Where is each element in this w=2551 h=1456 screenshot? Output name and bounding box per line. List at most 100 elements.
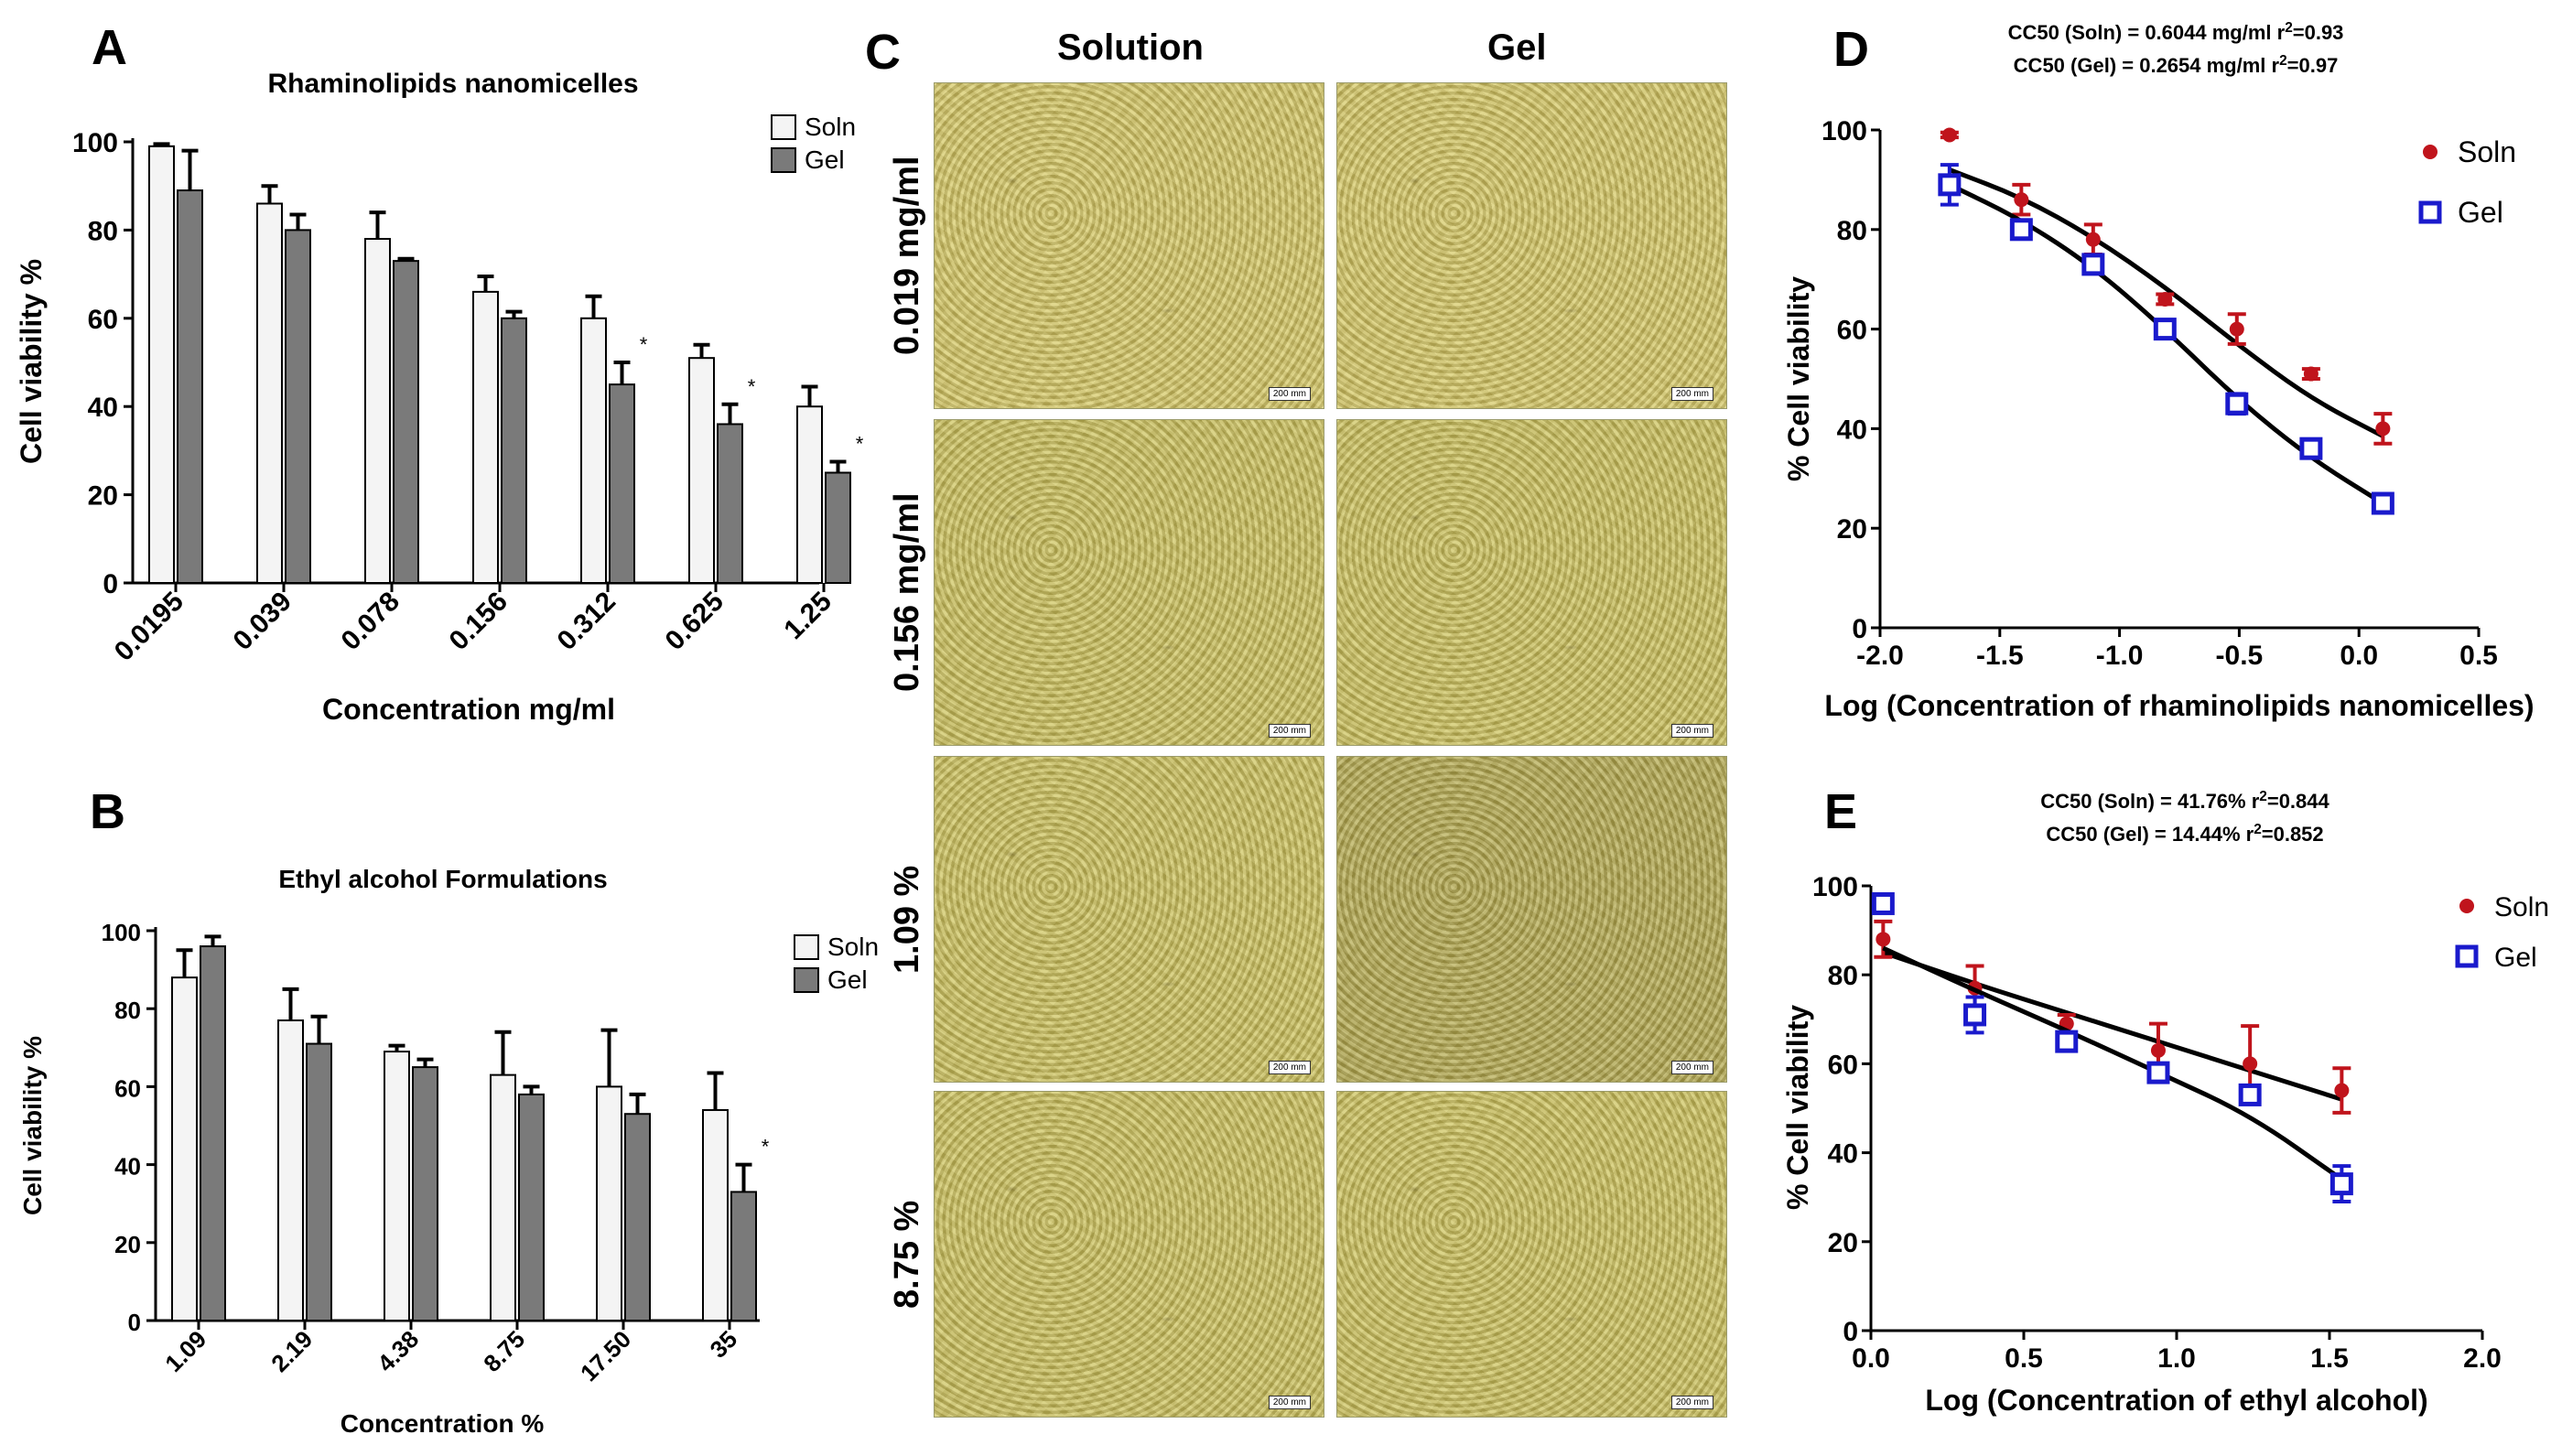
cell-texture [935, 420, 1324, 745]
data-point-gel [2371, 491, 2394, 515]
bar-soln [796, 405, 823, 585]
legend-swatch-soln [794, 934, 819, 960]
legend-swatch-gel [771, 147, 796, 173]
legend-marker-soln [2459, 899, 2474, 913]
y-axis-label: % Cell viability [1782, 276, 1815, 481]
data-point-gel [2299, 437, 2323, 460]
cell-texture [1337, 420, 1726, 745]
x-tick-label: 2.0 [2463, 1343, 2502, 1374]
x-tick-label: 1.5 [2310, 1343, 2349, 1374]
x-tick-label: 0.0 [2340, 641, 2378, 671]
y-tick-label: 0 [1843, 1317, 1858, 1347]
x-tick-label: 0.156 [444, 587, 513, 656]
y-tick-label: 40 [114, 1153, 141, 1181]
y-tick-label: 0 [128, 1309, 141, 1336]
significance-mark: * [762, 1136, 770, 1159]
y-tick-label: 20 [114, 1231, 141, 1258]
legend-swatch-gel [794, 967, 819, 993]
scatter-chart-D: CC50 (Soln) = 0.6044 mg/ml r2=0.93 CC50 (… [1782, 20, 2535, 723]
x-tick-label: 0.5 [2005, 1343, 2043, 1374]
x-tick-label: 35 [705, 1325, 743, 1364]
row-label: 8.75 % [888, 1200, 926, 1309]
bar-soln [384, 1051, 410, 1322]
legend-label-soln: Soln [2494, 892, 2549, 922]
data-point-gel [2238, 1083, 2262, 1106]
bar-chart-B: Ethyl alcohol Formulations 0 20 40 60 80 100 Ce… [18, 865, 879, 1438]
bar-soln [472, 290, 499, 584]
legend-marker-gel [2418, 200, 2442, 224]
data-point-soln [2229, 321, 2244, 337]
y-tick-label: 80 [1828, 961, 1858, 991]
y-tick-label: 80 [88, 216, 118, 246]
x-tick-label: -2.0 [1856, 641, 1904, 671]
micrograph-image: 200 mm [934, 756, 1324, 1083]
x-axis-label: Log (Concentration of rhaminolipids nano… [1824, 689, 2534, 722]
data-point-soln [2334, 1083, 2350, 1098]
x-tick-label: 0.0195 [109, 587, 189, 667]
significance-mark: * [856, 432, 864, 455]
data-point-soln [2375, 421, 2391, 437]
bar-soln [580, 317, 607, 584]
x-axis-label: Concentration mg/ml [322, 693, 615, 726]
data-point-gel [2153, 318, 2177, 341]
x-tick-label: -1.5 [1976, 641, 2024, 671]
data-point-gel [2055, 1030, 2079, 1053]
bar-gel [393, 260, 419, 584]
y-tick-label: 20 [1828, 1228, 1858, 1258]
y-tick-label: 40 [1828, 1139, 1858, 1170]
scatter-chart-E: CC50 (Soln) = 41.76% r2=0.844 CC50 (Gel) … [1781, 789, 2549, 1418]
y-tick-label: 60 [114, 1074, 141, 1102]
y-axis-label: % Cell viability [1781, 1005, 1814, 1210]
bar-soln [148, 145, 175, 584]
x-tick-label: 0.078 [336, 587, 405, 656]
bar-soln [277, 1019, 304, 1321]
y-tick-label: 80 [114, 997, 141, 1024]
x-tick-label: 1.25 [778, 587, 838, 646]
bar-gel [717, 423, 743, 585]
panel-letter-a: A [92, 20, 127, 75]
data-point-soln [2243, 1056, 2258, 1072]
data-point-gel [1871, 891, 1895, 915]
scale-bar: 200 mm [1670, 1061, 1713, 1074]
row-label: 0.019 mg/ml [888, 155, 926, 355]
row-label: 1.09 % [888, 865, 926, 974]
panel-letter-c: C [865, 25, 901, 80]
data-point-gel [1938, 173, 1962, 197]
bar-gel [825, 471, 851, 584]
bar-gel [624, 1113, 651, 1321]
x-tick-label: -1.0 [2096, 641, 2144, 671]
column-header: Gel [1487, 27, 1547, 68]
micrograph-image: 200 mm [1336, 82, 1727, 409]
column-header: Solution [1057, 27, 1204, 68]
legend-marker-gel [2455, 944, 2479, 968]
data-point-soln [1875, 932, 1891, 947]
data-point-soln [2157, 291, 2173, 307]
legend-label-gel: Gel [2494, 943, 2537, 973]
data-point-soln [2303, 366, 2319, 382]
bar-soln [688, 357, 715, 584]
legend-swatch-soln [771, 114, 796, 140]
data-point-soln [2150, 1042, 2166, 1058]
data-point-gel [2009, 218, 2033, 242]
legend-label-soln: Soln [2458, 135, 2516, 168]
cell-texture [935, 83, 1324, 408]
x-tick-label: 2.19 [265, 1325, 318, 1377]
bar-soln [596, 1085, 622, 1322]
cell-texture [1337, 757, 1726, 1082]
x-tick-label: 0.0 [1852, 1343, 1890, 1374]
cell-texture [1337, 1092, 1726, 1417]
cc50-annotation: CC50 (Soln) = 41.76% r2=0.844 [2040, 789, 2329, 814]
fit-line-soln [1882, 950, 2343, 1102]
cc50-annotation: CC50 (Soln) = 0.6044 mg/ml r2=0.93 [2008, 20, 2344, 45]
y-tick-label: 100 [1821, 116, 1867, 146]
micrograph-image: 200 mm [1336, 756, 1727, 1083]
panel-letter-d: D [1833, 22, 1869, 77]
x-axis-label: Log (Concentration of ethyl alcohol) [1925, 1384, 2427, 1417]
bar-soln [171, 976, 198, 1321]
data-point-soln [2085, 232, 2101, 247]
y-tick-label: 0 [103, 569, 118, 599]
data-point-gel [2146, 1061, 2170, 1084]
bar-soln [256, 202, 283, 584]
micrograph-image: 200 mm [934, 419, 1324, 746]
